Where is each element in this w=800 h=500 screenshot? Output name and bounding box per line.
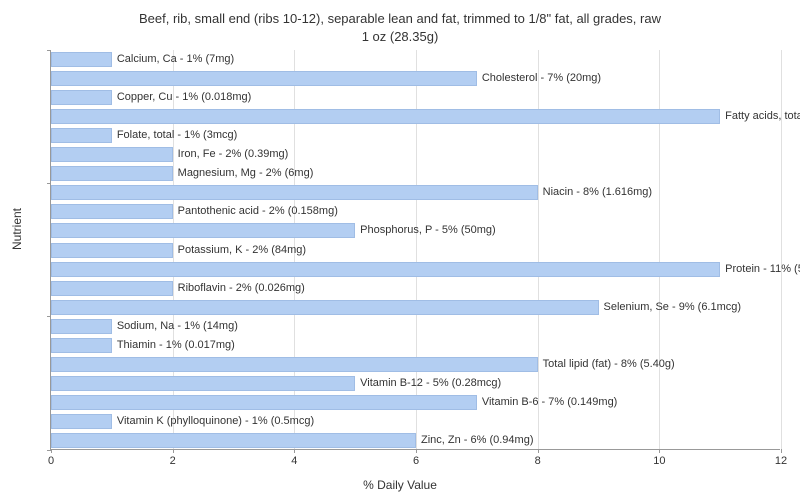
title-line-1: Beef, rib, small end (ribs 10-12), separ… — [0, 10, 800, 28]
y-tick — [47, 450, 51, 451]
nutrient-bar — [51, 223, 355, 238]
x-tick-label: 6 — [413, 455, 419, 467]
nutrient-bar-label: Potassium, K - 2% (84mg) — [173, 243, 306, 258]
x-tick — [538, 449, 539, 453]
nutrient-bar — [51, 109, 720, 124]
nutrient-chart: Beef, rib, small end (ribs 10-12), separ… — [0, 0, 800, 500]
nutrient-bar-label: Cholesterol - 7% (20mg) — [477, 71, 601, 86]
nutrient-bar — [51, 281, 173, 296]
nutrient-bar-label: Niacin - 8% (1.616mg) — [538, 185, 652, 200]
nutrient-bar-label: Folate, total - 1% (3mcg) — [112, 128, 237, 143]
nutrient-bar — [51, 433, 416, 448]
nutrient-bar — [51, 185, 538, 200]
x-tick — [781, 449, 782, 453]
nutrient-bar-label: Vitamin B-6 - 7% (0.149mg) — [477, 395, 618, 410]
nutrient-bar — [51, 128, 112, 143]
x-tick — [659, 449, 660, 453]
nutrient-bar — [51, 204, 173, 219]
nutrient-bar-label: Zinc, Zn - 6% (0.94mg) — [416, 433, 533, 448]
y-tick — [47, 183, 51, 184]
plot-area: 024681012Calcium, Ca - 1% (7mg)Cholester… — [50, 50, 780, 450]
nutrient-bar-label: Phosphorus, P - 5% (50mg) — [355, 223, 496, 238]
x-tick-label: 12 — [775, 455, 787, 467]
x-tick-label: 8 — [535, 455, 541, 467]
x-tick — [294, 449, 295, 453]
x-tick-label: 10 — [653, 455, 665, 467]
nutrient-bar-label: Calcium, Ca - 1% (7mg) — [112, 52, 234, 67]
nutrient-bar — [51, 300, 599, 315]
nutrient-bar-label: Selenium, Se - 9% (6.1mcg) — [599, 300, 742, 315]
x-tick — [51, 449, 52, 453]
nutrient-bar-label: Pantothenic acid - 2% (0.158mg) — [173, 204, 338, 219]
nutrient-bar-label: Riboflavin - 2% (0.026mg) — [173, 281, 305, 296]
nutrient-bar-label: Copper, Cu - 1% (0.018mg) — [112, 90, 252, 105]
nutrient-bar — [51, 90, 112, 105]
nutrient-bar — [51, 243, 173, 258]
y-axis-label: Nutrient — [10, 208, 24, 250]
chart-title: Beef, rib, small end (ribs 10-12), separ… — [0, 0, 800, 46]
nutrient-bar — [51, 52, 112, 67]
nutrient-bar-label: Iron, Fe - 2% (0.39mg) — [173, 147, 289, 162]
nutrient-bar — [51, 71, 477, 86]
x-tick-label: 0 — [48, 455, 54, 467]
nutrient-bar — [51, 147, 173, 162]
y-tick — [47, 50, 51, 51]
title-line-2: 1 oz (28.35g) — [0, 28, 800, 46]
nutrient-bar-label: Magnesium, Mg - 2% (6mg) — [173, 166, 314, 181]
nutrient-bar — [51, 166, 173, 181]
y-tick — [47, 316, 51, 317]
nutrient-bar — [51, 338, 112, 353]
nutrient-bar — [51, 414, 112, 429]
nutrient-bar-label: Total lipid (fat) - 8% (5.40g) — [538, 357, 675, 372]
nutrient-bar-label: Vitamin K (phylloquinone) - 1% (0.5mcg) — [112, 414, 314, 429]
x-tick — [173, 449, 174, 453]
nutrient-bar-label: Protein - 11% (5.48g) — [720, 262, 800, 277]
nutrient-bar — [51, 357, 538, 372]
nutrient-bar — [51, 262, 720, 277]
nutrient-bar — [51, 319, 112, 334]
x-axis-label: % Daily Value — [363, 478, 437, 492]
x-tick-label: 4 — [291, 455, 297, 467]
x-tick-label: 2 — [170, 455, 176, 467]
nutrient-bar-label: Vitamin B-12 - 5% (0.28mcg) — [355, 376, 501, 391]
nutrient-bar-label: Sodium, Na - 1% (14mg) — [112, 319, 238, 334]
nutrient-bar-label: Thiamin - 1% (0.017mg) — [112, 338, 235, 353]
nutrient-bar — [51, 395, 477, 410]
nutrient-bar-label: Fatty acids, total saturated - 11% (2.18… — [720, 109, 800, 124]
nutrient-bar — [51, 376, 355, 391]
x-tick — [416, 449, 417, 453]
